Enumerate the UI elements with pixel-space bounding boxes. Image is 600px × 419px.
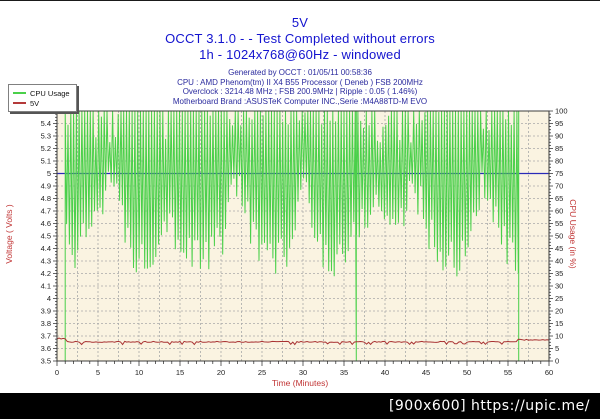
- plot-frame-and-ticks: [53, 110, 553, 366]
- svg-text:0: 0: [55, 368, 59, 377]
- svg-text:4.5: 4.5: [41, 232, 51, 241]
- svg-text:3.6: 3.6: [41, 344, 51, 353]
- svg-text:55: 55: [504, 368, 512, 377]
- svg-text:90: 90: [555, 132, 563, 141]
- svg-text:5: 5: [47, 169, 51, 178]
- svg-text:40: 40: [381, 368, 389, 377]
- svg-text:25: 25: [258, 368, 266, 377]
- chart-subtitle-status: OCCT 3.1.0 - - Test Completed without er…: [165, 31, 435, 46]
- legend-item-5v: 5V: [13, 98, 70, 108]
- legend-box: CPU Usage 5V: [8, 84, 77, 112]
- svg-text:4.4: 4.4: [41, 244, 51, 253]
- svg-text:3.9: 3.9: [41, 307, 51, 316]
- watermark-bar: [900x600] https://upic.me/: [0, 393, 600, 419]
- svg-text:65: 65: [555, 194, 563, 203]
- svg-text:3.5: 3.5: [41, 357, 51, 366]
- chart-subtitle-mode: 1h - 1024x768@60Hz - windowed: [199, 47, 401, 62]
- svg-text:95: 95: [555, 119, 563, 128]
- svg-text:45: 45: [422, 368, 430, 377]
- info-overclock: Overclock : 3214.48 MHz ; FSB 200.9MHz |…: [182, 87, 418, 96]
- svg-text:35: 35: [555, 269, 563, 278]
- svg-text:40: 40: [555, 257, 563, 266]
- chart-header: 5V OCCT 3.1.0 - - Test Completed without…: [0, 15, 600, 106]
- svg-text:30: 30: [299, 368, 307, 377]
- svg-text:4.6: 4.6: [41, 219, 51, 228]
- legend-item-cpu-usage: CPU Usage: [13, 88, 70, 98]
- svg-text:10: 10: [555, 332, 563, 341]
- svg-text:4.8: 4.8: [41, 194, 51, 203]
- svg-text:3.8: 3.8: [41, 319, 51, 328]
- svg-text:5.1: 5.1: [41, 157, 51, 166]
- svg-text:3.7: 3.7: [41, 332, 51, 341]
- tick-labels: 5.55.45.35.25.154.94.84.74.64.54.44.34.2…: [41, 107, 568, 378]
- svg-text:4.7: 4.7: [41, 207, 51, 216]
- watermark-url-text: [900x600] https://upic.me/: [388, 398, 590, 414]
- svg-text:50: 50: [555, 232, 563, 241]
- svg-text:60: 60: [545, 368, 553, 377]
- svg-text:15: 15: [176, 368, 184, 377]
- svg-text:45: 45: [555, 244, 563, 253]
- chart-title: 5V: [291, 15, 309, 30]
- svg-text:30: 30: [555, 282, 563, 291]
- svg-text:5: 5: [96, 368, 100, 377]
- svg-text:5.3: 5.3: [41, 132, 51, 141]
- svg-text:15: 15: [555, 319, 563, 328]
- info-motherboard: Motherboard Brand :ASUSTeK Computer INC.…: [172, 96, 428, 106]
- 5v-line-swatch: [13, 102, 26, 104]
- legend-label: 5V: [30, 98, 40, 108]
- svg-text:10: 10: [135, 368, 143, 377]
- svg-text:0: 0: [555, 357, 559, 366]
- svg-text:4.9: 4.9: [41, 182, 51, 191]
- svg-text:50: 50: [463, 368, 471, 377]
- x-axis-label: Time (Minutes): [271, 378, 329, 388]
- cpu-usage-line-swatch: [13, 92, 26, 94]
- svg-text:4.3: 4.3: [41, 257, 51, 266]
- svg-text:85: 85: [555, 144, 563, 153]
- svg-text:55: 55: [555, 219, 563, 228]
- svg-text:20: 20: [555, 307, 563, 316]
- svg-text:20: 20: [217, 368, 225, 377]
- svg-text:70: 70: [555, 182, 563, 191]
- svg-text:25: 25: [555, 294, 563, 303]
- svg-text:60: 60: [555, 207, 563, 216]
- svg-text:35: 35: [340, 368, 348, 377]
- system-info-block: Generated by OCCT : 01/05/11 00:58:36 CP…: [0, 68, 600, 106]
- svg-text:75: 75: [555, 169, 563, 178]
- svg-text:4.2: 4.2: [41, 269, 51, 278]
- y-axis-right-label: CPU Usage (in %): [568, 199, 578, 269]
- svg-text:5.4: 5.4: [41, 119, 51, 128]
- info-generated: Generated by OCCT : 01/05/11 00:58:36: [228, 68, 372, 77]
- svg-text:80: 80: [555, 157, 563, 166]
- svg-text:4: 4: [47, 294, 51, 303]
- svg-text:100: 100: [555, 107, 568, 116]
- legend-label: CPU Usage: [30, 88, 70, 98]
- svg-text:5: 5: [555, 344, 559, 353]
- info-cpu: CPU : AMD Phenom(tm) II X4 B55 Processor…: [177, 77, 423, 87]
- svg-text:5.2: 5.2: [41, 144, 51, 153]
- y-axis-left-label: Voltage ( Volts ): [4, 204, 14, 264]
- svg-text:4.1: 4.1: [41, 282, 51, 291]
